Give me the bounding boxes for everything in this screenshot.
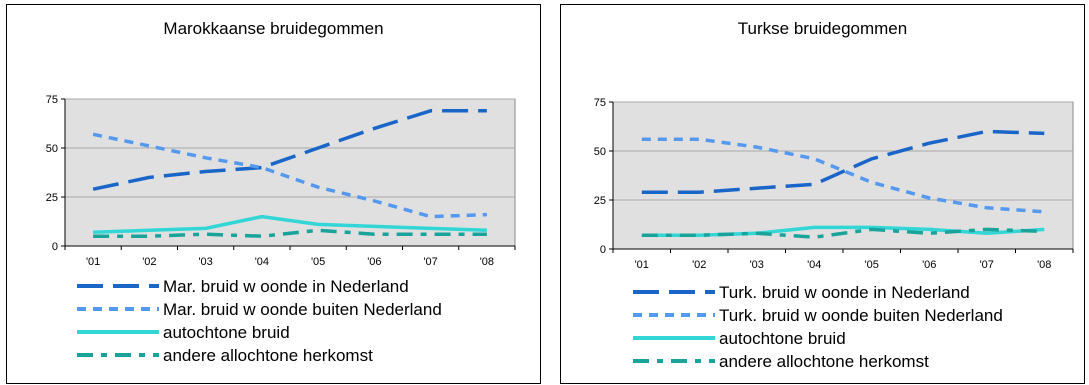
x-tick-label: '02 (142, 256, 156, 268)
y-tick-label: 0 (600, 244, 606, 256)
y-tick-label: 0 (52, 241, 58, 253)
x-tick-label: '01 (86, 256, 100, 268)
series-line-4 (641, 227, 1045, 239)
plot-area (612, 101, 1074, 250)
plot-area (64, 98, 516, 247)
x-tick-label: '03 (750, 259, 764, 271)
chart-title: Marokkaanse bruidegommen (163, 19, 384, 38)
series-line-2 (641, 137, 1045, 214)
legend-label: autochtone bruid (719, 329, 846, 348)
x-tick-label: '04 (255, 256, 269, 268)
x-tick-label: '04 (807, 259, 821, 271)
x-tick-label: '07 (980, 259, 994, 271)
line-chart-marokkaanse: 0 25 50 75 '01 '02 '03 '04 '05 '06 '07 '08 Mar. brui… (46, 94, 516, 365)
line-chart-turkse: 0 25 50 75 '01 '02 '03 '04 '05 '06 '07 '08 Turk. bru… (594, 97, 1074, 371)
chart-title: Turkse bruidegommen (737, 19, 908, 38)
legend-label: andere allochtone herkomst (163, 346, 373, 365)
y-tick-label: 75 (46, 94, 58, 106)
legend-label: Mar. bruid w oonde buiten Nederland (163, 300, 442, 319)
x-tick-label: '08 (1037, 259, 1051, 271)
legend-label: andere allochtone herkomst (719, 352, 929, 371)
x-tick-label: '06 (922, 259, 936, 271)
x-tick-label: '07 (423, 256, 437, 268)
y-tick-label: 50 (594, 146, 606, 158)
x-tick-label: '03 (198, 256, 212, 268)
legend-label: autochtone bruid (163, 323, 290, 342)
y-tick-label: 25 (594, 195, 606, 207)
y-tick-label: 50 (46, 143, 58, 155)
y-tick-label: 75 (594, 97, 606, 109)
series-line-3 (93, 214, 487, 235)
chart-panel-turkse: Turkse bruidegommen 0 25 50 75 '01 '02 '03 '04 '… (560, 4, 1085, 384)
x-tick-label: '01 (635, 259, 649, 271)
series-line-2 (92, 132, 487, 219)
x-tick-label: '02 (692, 259, 706, 271)
legend-label: Mar. bruid w oonde in Nederland (163, 277, 409, 296)
series-line-1 (641, 129, 1045, 194)
x-tick-label: '05 (865, 259, 879, 271)
x-tick-label: '05 (311, 256, 325, 268)
series-line-1 (92, 109, 487, 191)
series-line-4 (93, 228, 487, 238)
x-tick-label: '08 (480, 256, 494, 268)
legend-label: Turk. bruid w oonde in Nederland (719, 283, 970, 302)
chart-panel-marokkaanse: Marokkaanse bruidegommen 0 25 50 75 '01 '02 '0… (6, 4, 541, 384)
y-tick-label: 25 (46, 192, 58, 204)
legend-label: Turk. bruid w oonde buiten Nederland (719, 306, 1003, 325)
x-tick-label: '06 (367, 256, 381, 268)
